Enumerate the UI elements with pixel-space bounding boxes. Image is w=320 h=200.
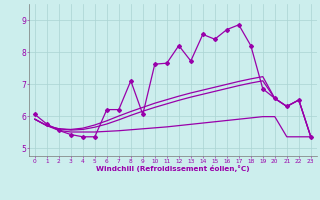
X-axis label: Windchill (Refroidissement éolien,°C): Windchill (Refroidissement éolien,°C) bbox=[96, 165, 250, 172]
